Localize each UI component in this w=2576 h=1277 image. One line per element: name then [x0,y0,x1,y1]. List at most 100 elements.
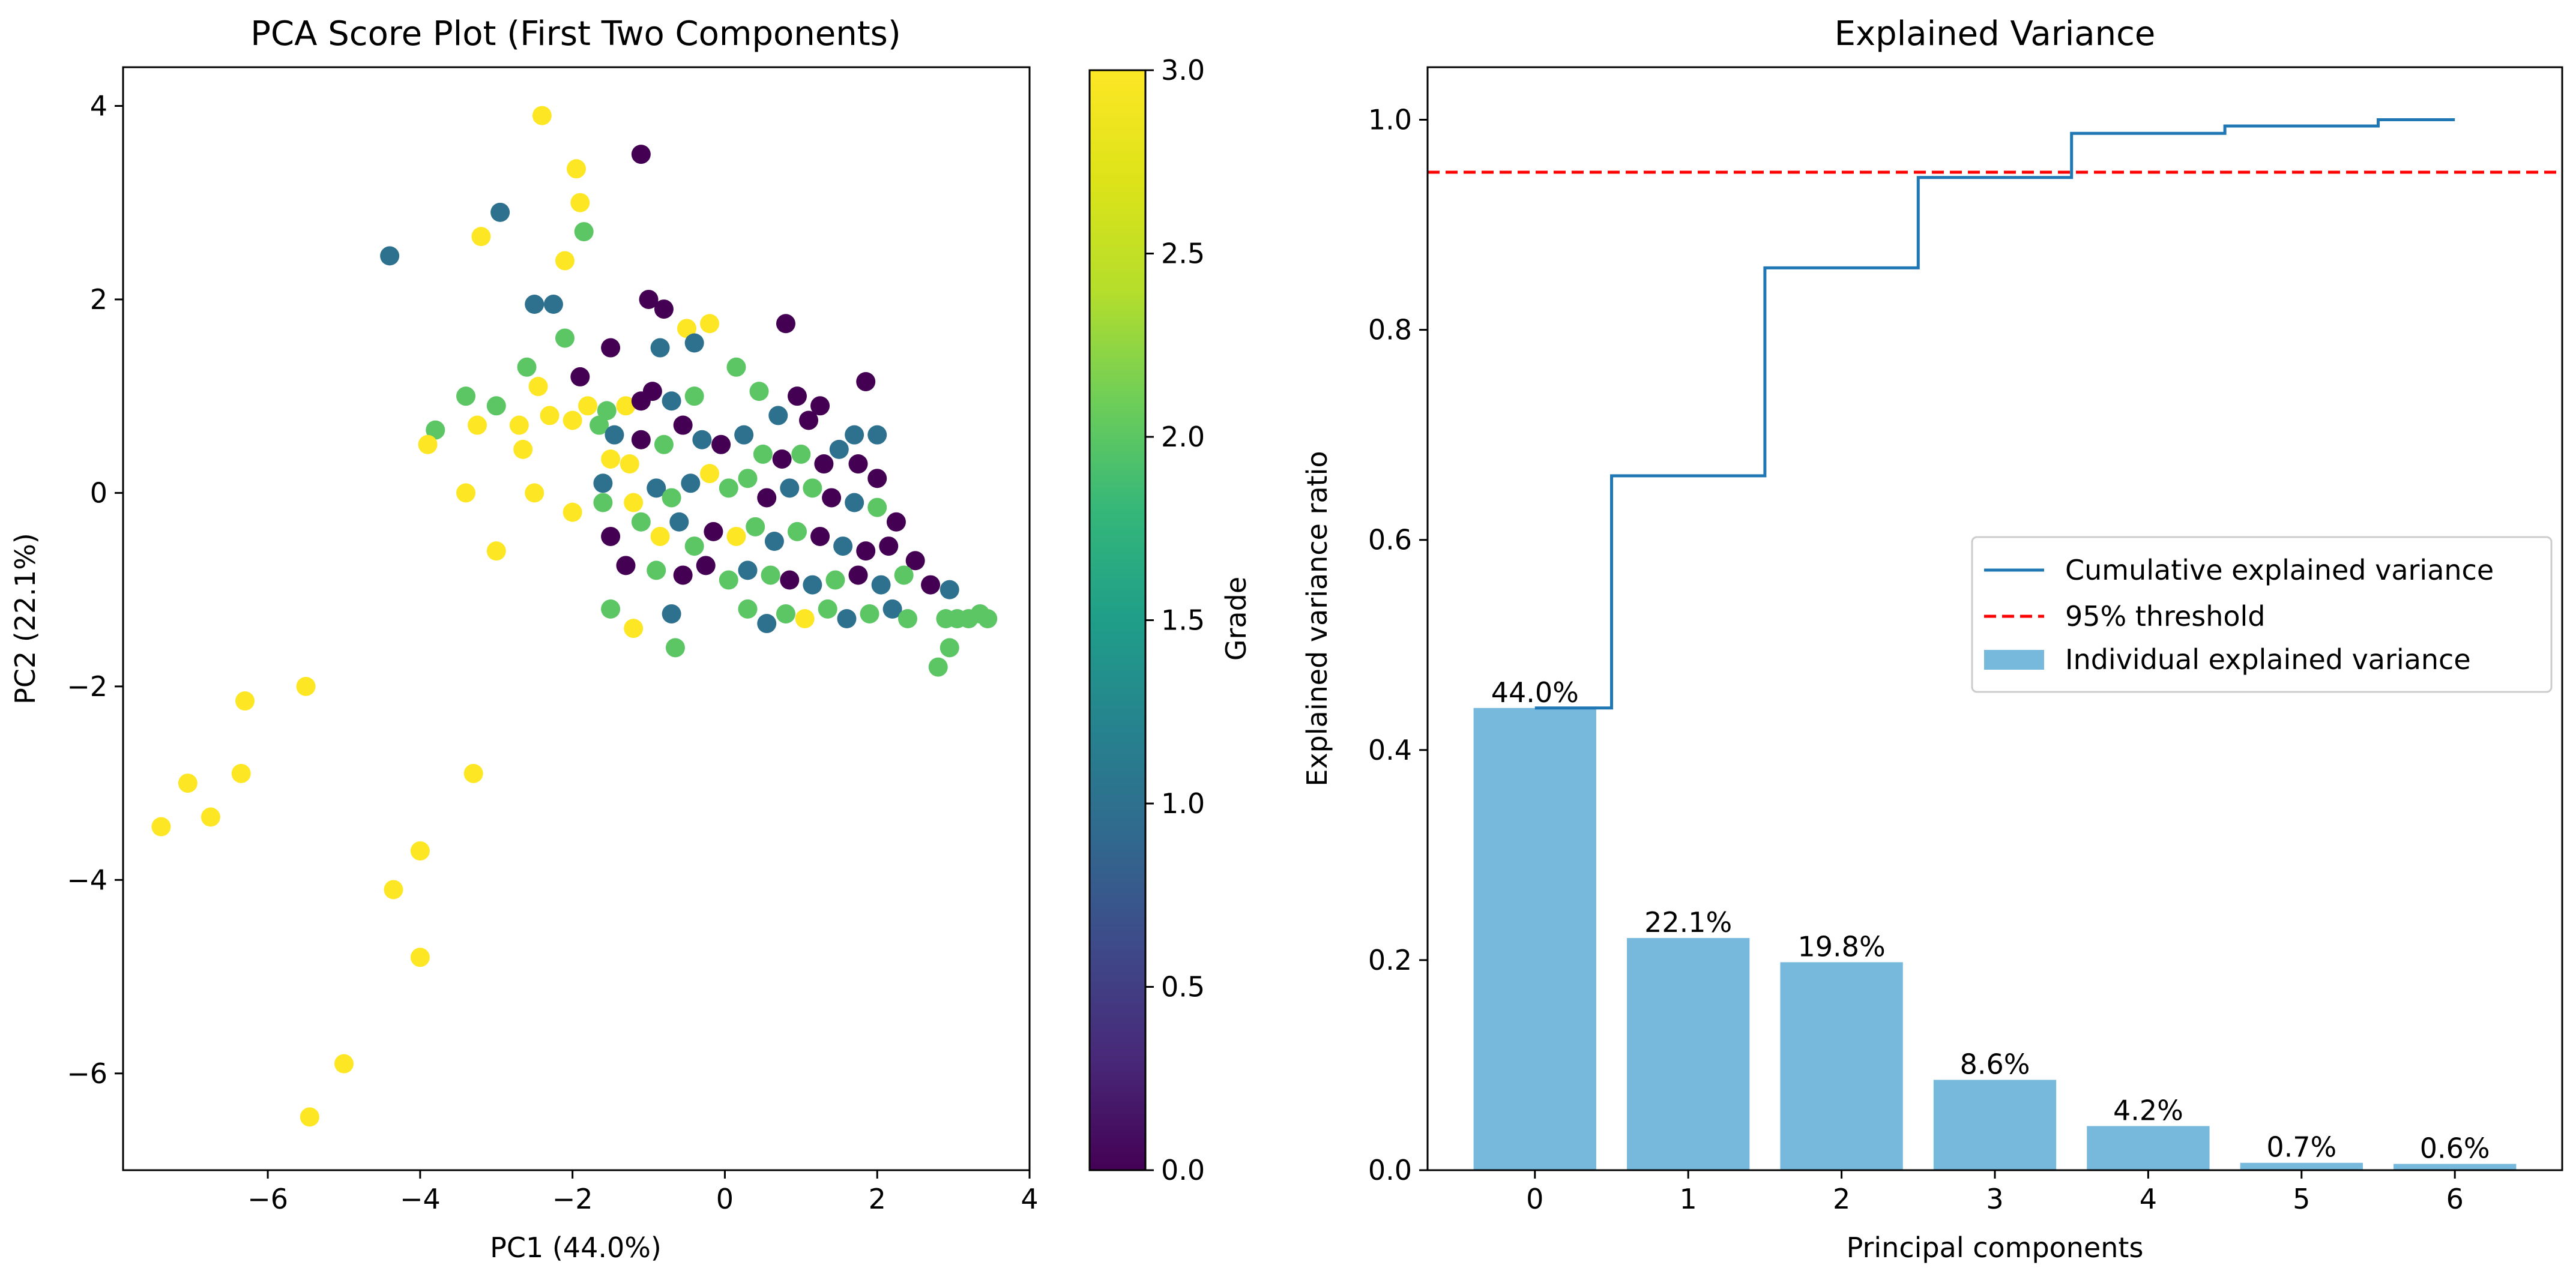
scatter-point [463,763,483,783]
scatter-x-tick-label: −4 [400,1183,441,1215]
scatter-point [867,425,887,445]
scatter-point [803,575,822,595]
scatter-point [882,599,902,619]
legend: Cumulative explained variance 95% thresh… [1971,536,2553,693]
scatter-point [490,202,510,222]
variance-y-tick-label: 0.8 [1368,314,1412,346]
variance-bar-label: 44.0% [1491,676,1579,709]
scatter-point [677,319,696,338]
colorbar-tick-label: 2.5 [1161,238,1205,270]
scatter-point [803,478,822,498]
scatter-point [768,406,788,425]
scatter-point [780,478,800,498]
scatter-point [151,817,171,837]
scatter-point [711,434,731,454]
scatter-point [418,434,438,454]
scatter-point [845,493,864,512]
variance-y-ticks: 0.0 0.2 0.4 0.6 0.8 1.0 [1368,104,1428,1186]
scatter-y-tick-label: −2 [67,670,107,703]
scatter-point [776,604,795,623]
variance-x-tick-label: 2 [1833,1183,1850,1215]
scatter-point [563,502,582,522]
legend-bar-label: Individual explained variance [2065,643,2471,676]
variance-x-tick-label: 3 [1986,1183,2003,1215]
scatter-point [624,619,644,638]
scatter-point [833,536,853,556]
scatter-point [822,488,842,508]
scatter-point [757,614,777,634]
scatter-point [380,246,400,266]
scatter-point [810,396,830,416]
scatter-point [978,609,998,628]
scatter-point [486,541,506,561]
scatter-point [829,439,849,459]
scatter-point [818,599,837,619]
scatter-point [654,434,674,454]
scatter-point [567,159,586,179]
scatter-point [825,570,845,590]
variance-bar [2240,1162,2363,1170]
scatter-point [525,295,544,314]
scatter-point [848,565,868,585]
scatter-point [837,609,857,628]
scatter-point [662,604,681,623]
scatter-point [456,483,476,503]
scatter-point [814,454,834,474]
colorbar-tick-label: 1.0 [1161,787,1205,820]
scatter-point [665,638,685,658]
scatter-point [787,521,807,541]
scatter-point [669,512,689,532]
scatter-y-axis-label: PC2 (22.1%) [9,533,41,705]
scatter-point [513,439,533,459]
variance-y-tick-label: 0.0 [1368,1154,1412,1186]
scatter-point [334,1054,354,1074]
scatter-point [795,609,815,628]
scatter-point [631,512,651,532]
variance-bar-label: 0.7% [2266,1131,2336,1164]
scatter-point [928,657,948,677]
scatter-point [601,338,621,358]
scatter-point [757,488,777,508]
scatter-point [601,599,621,619]
colorbar-gradient [1088,69,1147,1171]
scatter-point [879,536,899,556]
variance-y-tick-label: 0.2 [1368,944,1412,976]
scatter-y-tick-label: 2 [90,283,107,316]
scatter-point [384,880,403,900]
variance-y-axis-label: Explained variance ratio [1301,451,1333,786]
variance-x-axis-label: Principal components [1847,1231,2144,1264]
scatter-point [574,222,594,242]
scatter-point [799,410,819,430]
scatter-point [620,454,639,474]
scatter-point [848,454,868,474]
scatter-point [681,473,701,493]
scatter-panel: PCA Score Plot (First Two Components) −6… [9,14,1039,1264]
colorbar-label: Grade [1220,577,1252,661]
scatter-x-tick-label: 2 [869,1183,886,1215]
scatter-point [734,425,754,445]
scatter-point [719,570,738,590]
scatter-point [764,532,784,551]
scatter-point [639,289,659,309]
variance-bar-label: 0.6% [2420,1132,2490,1164]
scatter-point [738,560,758,580]
scatter-point [761,565,780,585]
scatter-point [940,638,959,658]
scatter-point [662,391,681,411]
scatter-point [631,145,651,164]
scatter-point [593,493,613,512]
scatter-point [650,526,670,546]
scatter-point [897,609,917,628]
scatter-point [856,371,876,391]
scatter-point [696,556,716,575]
scatter-y-tick-label: 0 [90,476,107,509]
scatter-y-ticks: −6 −4 −2 0 2 4 [67,89,123,1090]
variance-y-tick-label: 0.6 [1368,524,1412,556]
scatter-point [300,1107,319,1127]
scatter-point [921,575,941,595]
scatter-point [201,807,220,827]
scatter-point [738,599,758,619]
variance-bar-label: 22.1% [1644,906,1732,939]
scatter-y-tick-label: −6 [67,1057,107,1090]
